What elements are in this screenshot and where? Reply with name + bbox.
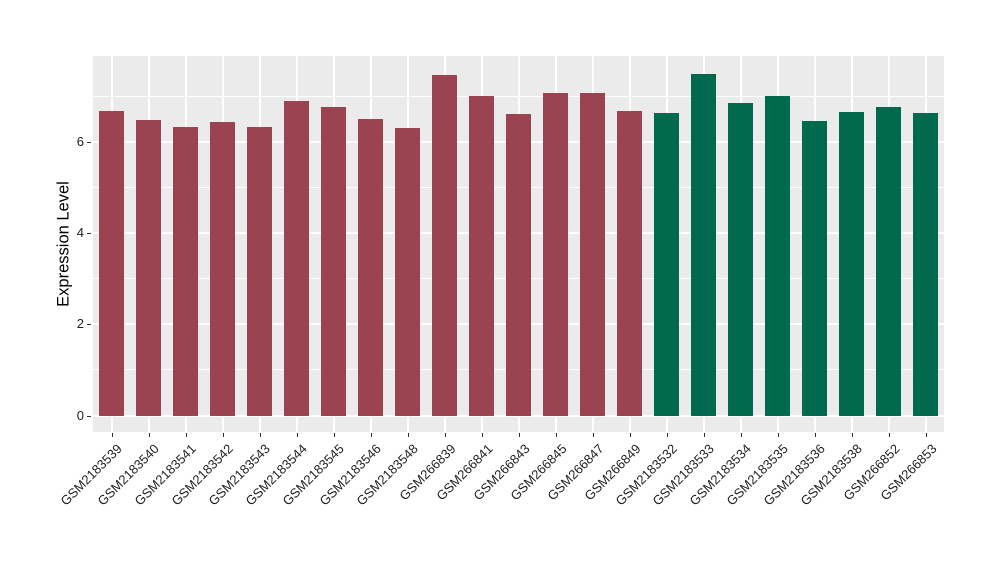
y-tick-label: 4 bbox=[76, 225, 84, 241]
bar-GSM2183536 bbox=[802, 120, 827, 416]
bar-GSM2183546 bbox=[358, 118, 383, 416]
y-tick-mark bbox=[87, 233, 91, 235]
bar-GSM266847 bbox=[580, 93, 605, 416]
x-tick-mark bbox=[370, 433, 372, 437]
bar-GSM2183532 bbox=[654, 112, 679, 416]
bar-GSM2183538 bbox=[839, 112, 864, 416]
y-tick-label: 2 bbox=[76, 316, 84, 332]
x-tick-mark bbox=[629, 433, 631, 437]
bar-GSM2183539 bbox=[99, 110, 124, 416]
x-tick-mark bbox=[740, 433, 742, 437]
x-tick-mark bbox=[222, 433, 224, 437]
y-tick-label: 0 bbox=[76, 407, 84, 423]
bar-GSM2183541 bbox=[173, 127, 198, 416]
x-tick-mark bbox=[259, 433, 261, 437]
y-tick-mark bbox=[87, 415, 91, 417]
bar-GSM2183545 bbox=[321, 106, 346, 416]
bar-GSM2183540 bbox=[136, 119, 161, 416]
bar-GSM2183534 bbox=[728, 102, 753, 416]
x-tick-mark bbox=[333, 433, 335, 437]
x-tick-mark bbox=[666, 433, 668, 437]
bar-GSM266843 bbox=[506, 114, 531, 416]
x-tick-mark bbox=[851, 433, 853, 437]
bar-GSM2183535 bbox=[765, 95, 790, 416]
y-tick-label: 6 bbox=[76, 133, 84, 149]
bar-GSM266839 bbox=[432, 75, 457, 416]
bar-GSM2183533 bbox=[691, 73, 716, 416]
x-tick-mark bbox=[296, 433, 298, 437]
bar-GSM2183548 bbox=[395, 128, 420, 416]
x-tick-mark bbox=[148, 433, 150, 437]
x-tick-mark bbox=[777, 433, 779, 437]
x-tick-mark bbox=[481, 433, 483, 437]
bar-GSM266845 bbox=[543, 93, 568, 416]
plot-panel bbox=[93, 56, 944, 432]
x-tick-mark bbox=[518, 433, 520, 437]
bar-GSM2183543 bbox=[247, 126, 272, 416]
bar-GSM266853 bbox=[913, 113, 938, 416]
bar-GSM266852 bbox=[876, 107, 901, 416]
x-tick-mark bbox=[888, 433, 890, 437]
x-tick-mark bbox=[111, 433, 113, 437]
x-tick-mark bbox=[555, 433, 557, 437]
x-tick-mark bbox=[925, 433, 927, 437]
x-tick-mark bbox=[185, 433, 187, 437]
x-tick-mark bbox=[814, 433, 816, 437]
bar-GSM266849 bbox=[617, 111, 642, 416]
bar-GSM2183544 bbox=[284, 100, 309, 416]
bar-GSM2183542 bbox=[210, 122, 235, 416]
x-tick-mark bbox=[444, 433, 446, 437]
bar-GSM266841 bbox=[469, 96, 494, 416]
x-tick-mark bbox=[592, 433, 594, 437]
y-tick-mark bbox=[87, 141, 91, 143]
x-tick-mark bbox=[407, 433, 409, 437]
y-tick-mark bbox=[87, 324, 91, 326]
y-axis-title: Expression Level bbox=[54, 181, 73, 307]
x-tick-mark bbox=[703, 433, 705, 437]
